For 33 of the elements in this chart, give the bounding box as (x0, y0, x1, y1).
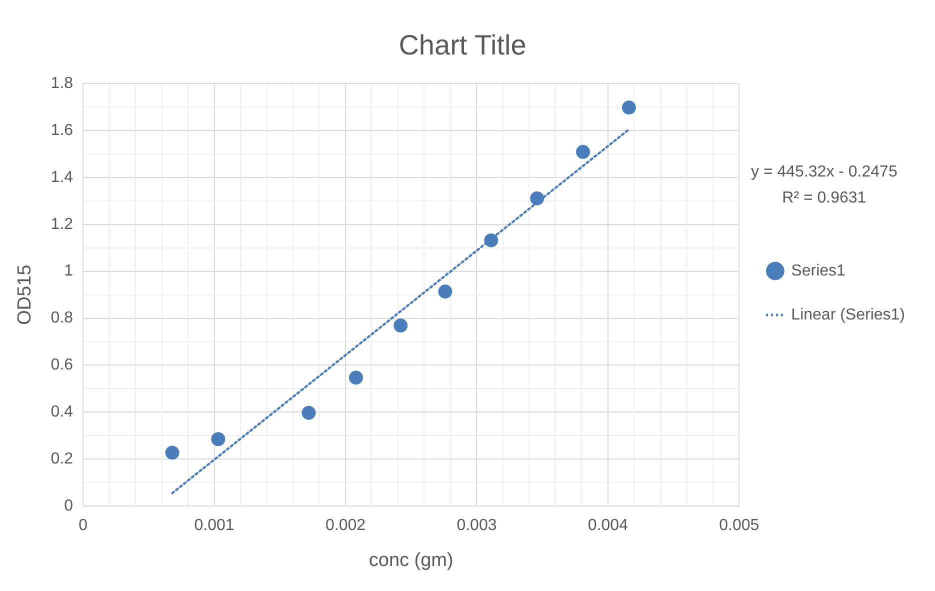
y-tick-label: 1.4 (50, 168, 74, 186)
chart-title: Chart Title (398, 30, 526, 61)
point (165, 446, 180, 460)
y-tick-label: 0.8 (50, 310, 74, 327)
point (622, 100, 636, 115)
x-tick-label: 0 (78, 517, 88, 534)
y-tick-label: 0.2 (50, 450, 74, 468)
legend-label: Linear (Series1) (791, 306, 905, 324)
point (394, 318, 408, 333)
point (348, 370, 363, 385)
y-tick-label: 1.6 (50, 122, 74, 139)
y-tick-label: 0.6 (50, 356, 74, 374)
y-tick-label: 0 (64, 497, 74, 514)
x-tick-label: 0.002 (325, 517, 366, 534)
point (576, 144, 590, 159)
x-tick-label: 0.001 (194, 517, 234, 534)
point (211, 432, 226, 446)
x-axis-title: conc (gm) (368, 550, 454, 571)
y-axis-title: OD515 (14, 264, 36, 325)
x-tick-label: 0.004 (588, 517, 628, 534)
point (484, 233, 498, 248)
y-tick-label: 0.4 (50, 404, 74, 421)
point (302, 406, 316, 420)
x-tick-label: 0.003 (456, 517, 497, 534)
y-tick-label: 1.8 (50, 75, 74, 92)
x-tick-label: 0.005 (719, 517, 760, 534)
text: y = 445.32x - 0.2475 (751, 164, 898, 181)
text: R² = 0.9631 (782, 190, 866, 207)
y-tick-label: 1.2 (50, 216, 74, 233)
legend-label: Series1 (791, 262, 846, 280)
y-tick-label: 1 (64, 262, 74, 280)
point (530, 191, 544, 206)
point (438, 284, 452, 299)
